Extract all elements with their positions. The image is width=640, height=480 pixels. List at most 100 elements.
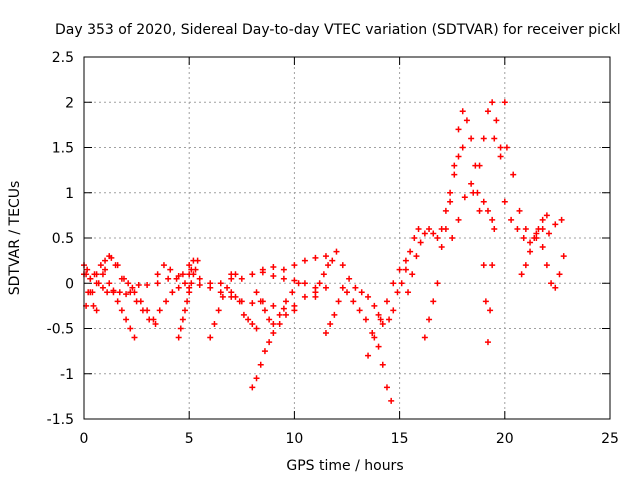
data-point (394, 289, 401, 296)
grid-lines (83, 56, 611, 420)
data-point (352, 284, 359, 291)
series-arc-24 (449, 180, 496, 241)
data-point (531, 235, 538, 241)
data-point (459, 108, 466, 115)
data-point (539, 216, 546, 223)
data-point (249, 320, 256, 327)
data-point (390, 307, 397, 314)
data-point (217, 289, 224, 296)
data-point (188, 280, 195, 287)
y-tick-label: -1 (60, 367, 74, 383)
data-point (451, 162, 458, 169)
data-point (455, 126, 462, 133)
x-tick-label: 25 (601, 431, 619, 447)
data-point (270, 302, 277, 309)
series-arc-12 (253, 280, 302, 327)
data-point (207, 284, 214, 291)
data-point (177, 325, 184, 332)
data-point (181, 307, 188, 314)
data-point (144, 282, 151, 289)
data-point (552, 284, 559, 291)
data-point (104, 289, 111, 296)
data-point (487, 307, 494, 314)
data-point (438, 244, 445, 251)
x-tick-label: 5 (185, 431, 194, 447)
data-point (215, 307, 222, 314)
data-point (493, 117, 500, 124)
data-point (402, 266, 409, 273)
data-point (560, 253, 567, 260)
data-point (545, 230, 552, 237)
data-point (346, 275, 353, 282)
data-point (139, 307, 146, 314)
series-arc-30 (533, 230, 567, 291)
data-point (167, 266, 174, 273)
data-point (280, 275, 287, 282)
y-tick-label: 1.5 (52, 141, 74, 157)
y-axis-label: SDTVAR / TECUs (7, 181, 23, 296)
data-point (249, 300, 256, 307)
data-point (426, 225, 433, 232)
data-point (127, 325, 134, 332)
data-point (114, 262, 121, 269)
series-arc-16 (322, 284, 346, 337)
data-point (270, 330, 277, 337)
data-point (93, 307, 100, 314)
data-point (266, 316, 273, 323)
data-point (253, 289, 260, 296)
series-arc-17 (333, 248, 386, 327)
data-point (289, 289, 296, 296)
data-point (508, 216, 515, 223)
data-point (371, 302, 378, 309)
data-point (480, 135, 487, 142)
series-arc-18 (344, 289, 395, 404)
data-point (118, 307, 125, 314)
data-point (484, 108, 491, 115)
y-tick-label: 0.5 (52, 231, 74, 247)
data-point (463, 117, 470, 124)
data-point (249, 384, 256, 391)
data-point (383, 384, 390, 391)
data-point (173, 275, 180, 282)
data-point (316, 280, 323, 287)
data-point (365, 293, 372, 300)
data-point (154, 280, 161, 287)
data-point (497, 144, 504, 151)
data-point (527, 239, 534, 246)
data-point (322, 253, 329, 260)
data-point (501, 99, 508, 106)
data-point (362, 316, 369, 323)
x-tick-label: 20 (496, 431, 514, 447)
data-point (455, 153, 462, 160)
data-point (556, 271, 563, 278)
data-point (405, 289, 412, 296)
data-point (131, 334, 138, 341)
data-point (175, 284, 182, 291)
data-point (257, 298, 264, 305)
data-point (186, 262, 193, 269)
data-point (421, 230, 428, 237)
data-point (476, 162, 483, 169)
plot-frame (83, 56, 611, 420)
chart-title: Day 353 of 2020, Sidereal Day-to-day VTE… (55, 22, 621, 38)
data-point (238, 275, 245, 282)
data-point (108, 254, 115, 261)
series-arc-27 (491, 135, 529, 232)
data-point (295, 280, 302, 287)
data-point (468, 180, 475, 187)
series-arc-11 (228, 289, 260, 332)
data-point (470, 189, 477, 196)
data-point (114, 298, 121, 305)
data-point (383, 298, 390, 305)
series-arc-21 (405, 144, 466, 296)
data-point (514, 225, 521, 232)
x-tick-labels: 0 5 10 15 20 25 (80, 431, 619, 447)
data-point (301, 280, 308, 287)
data-point (543, 262, 550, 269)
data-point (219, 293, 226, 300)
data-point (327, 320, 334, 327)
data-point (163, 298, 170, 305)
data-point (228, 289, 235, 296)
data-point (190, 271, 197, 278)
data-point (322, 330, 329, 337)
